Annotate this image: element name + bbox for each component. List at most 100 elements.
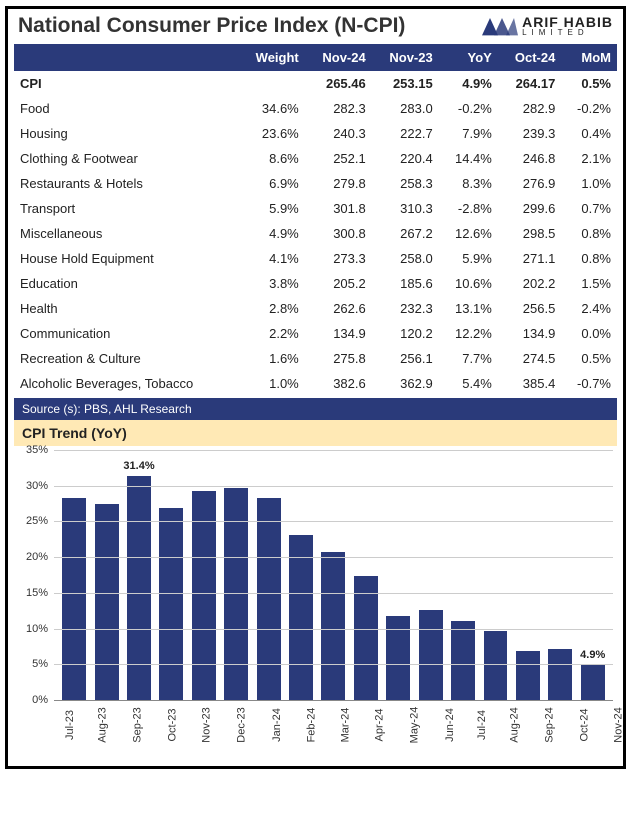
bar-slot bbox=[447, 621, 479, 700]
table-row: Housing23.6%240.3222.77.9%239.30.4% bbox=[14, 121, 617, 146]
table-cell: 0.0% bbox=[561, 321, 617, 346]
x-tick-label: May-24 bbox=[409, 707, 421, 744]
brand-logo-icon bbox=[478, 14, 518, 38]
table-cell: 34.6% bbox=[238, 96, 305, 121]
table-row: Food34.6%282.3283.0-0.2%282.9-0.2% bbox=[14, 96, 617, 121]
table-cell: 362.9 bbox=[372, 371, 439, 396]
table-cell: CPI bbox=[14, 71, 238, 96]
table-cell: Clothing & Footwear bbox=[14, 146, 238, 171]
table-cell: 23.6% bbox=[238, 121, 305, 146]
table-cell bbox=[238, 71, 305, 96]
y-tick-label: 35% bbox=[14, 444, 48, 456]
header-row: National Consumer Price Index (N-CPI) AR… bbox=[8, 9, 623, 44]
table-cell: House Hold Equipment bbox=[14, 246, 238, 271]
table-row: Health2.8%262.6232.313.1%256.52.4% bbox=[14, 296, 617, 321]
report-title: National Consumer Price Index (N-CPI) bbox=[18, 14, 405, 38]
x-tick-label: Feb-24 bbox=[305, 708, 317, 743]
cpi-table: WeightNov-24Nov-23YoYOct-24MoM CPI265.46… bbox=[14, 44, 617, 396]
table-cell: 185.6 bbox=[372, 271, 439, 296]
table-cell: 256.5 bbox=[498, 296, 561, 321]
chart-bar bbox=[484, 631, 508, 700]
col-header: Nov-23 bbox=[372, 44, 439, 71]
table-cell: 1.5% bbox=[561, 271, 617, 296]
table-cell: 0.8% bbox=[561, 246, 617, 271]
y-tick-label: 15% bbox=[14, 587, 48, 599]
table-cell: 258.0 bbox=[372, 246, 439, 271]
bar-slot: 4.9% bbox=[577, 665, 609, 700]
table-cell: 301.8 bbox=[305, 196, 372, 221]
table-cell: 275.8 bbox=[305, 346, 372, 371]
table-cell: 202.2 bbox=[498, 271, 561, 296]
bar-slot bbox=[285, 535, 317, 700]
table-cell: 0.5% bbox=[561, 346, 617, 371]
col-header: Weight bbox=[238, 44, 305, 71]
brand-text: ARIF HABIB LIMITED bbox=[522, 15, 613, 37]
table-cell: 283.0 bbox=[372, 96, 439, 121]
table-cell: Communication bbox=[14, 321, 238, 346]
table-cell: 134.9 bbox=[498, 321, 561, 346]
table-row: Transport5.9%301.8310.3-2.8%299.60.7% bbox=[14, 196, 617, 221]
table-cell: 240.3 bbox=[305, 121, 372, 146]
table-cell: 271.1 bbox=[498, 246, 561, 271]
table-cell: Education bbox=[14, 271, 238, 296]
grid-line bbox=[54, 486, 613, 487]
bar-slot bbox=[188, 491, 220, 700]
brand-sub: LIMITED bbox=[522, 29, 613, 37]
table-row: CPI265.46253.154.9%264.170.5% bbox=[14, 71, 617, 96]
x-tick-label: Jun-24 bbox=[444, 708, 456, 742]
col-header: Nov-24 bbox=[305, 44, 372, 71]
table-cell: 1.6% bbox=[238, 346, 305, 371]
chart-bar bbox=[95, 504, 119, 700]
table-cell: 282.9 bbox=[498, 96, 561, 121]
bar-slot bbox=[58, 498, 90, 700]
table-cell: 253.15 bbox=[372, 71, 439, 96]
table-container: WeightNov-24Nov-23YoYOct-24MoM CPI265.46… bbox=[8, 44, 623, 396]
chart-bar bbox=[289, 535, 313, 700]
table-row: Alcoholic Beverages, Tobacco1.0%382.6362… bbox=[14, 371, 617, 396]
table-cell: 0.4% bbox=[561, 121, 617, 146]
chart-title: CPI Trend (YoY) bbox=[14, 420, 617, 446]
table-cell: 262.6 bbox=[305, 296, 372, 321]
table-cell: 8.3% bbox=[439, 171, 498, 196]
bar-slot bbox=[155, 508, 187, 700]
chart-bar bbox=[419, 610, 443, 700]
chart-bar bbox=[451, 621, 475, 700]
cpi-chart: 0%5%10%15%20%25%30%35% 31.4%4.9% Jul-23A… bbox=[14, 450, 617, 760]
table-cell: 12.6% bbox=[439, 221, 498, 246]
x-tick-label: Oct-24 bbox=[578, 708, 590, 741]
chart-bar bbox=[62, 498, 86, 700]
bar-slot bbox=[90, 504, 122, 700]
grid-line bbox=[54, 557, 613, 558]
table-cell: -2.8% bbox=[439, 196, 498, 221]
chart-bar bbox=[548, 649, 572, 700]
table-cell: 0.8% bbox=[561, 221, 617, 246]
table-cell: 258.3 bbox=[372, 171, 439, 196]
table-cell: 220.4 bbox=[372, 146, 439, 171]
grid-line bbox=[54, 593, 613, 594]
table-cell: 265.46 bbox=[305, 71, 372, 96]
table-cell: 14.4% bbox=[439, 146, 498, 171]
table-cell: 2.2% bbox=[238, 321, 305, 346]
table-cell: -0.2% bbox=[561, 96, 617, 121]
table-cell: Alcoholic Beverages, Tobacco bbox=[14, 371, 238, 396]
grid-line bbox=[54, 521, 613, 522]
table-cell: 256.1 bbox=[372, 346, 439, 371]
report-frame: National Consumer Price Index (N-CPI) AR… bbox=[5, 6, 626, 769]
brand-name: ARIF HABIB bbox=[522, 15, 613, 29]
table-cell: 7.7% bbox=[439, 346, 498, 371]
x-tick-label: Aug-24 bbox=[508, 707, 520, 742]
table-row: Clothing & Footwear8.6%252.1220.414.4%24… bbox=[14, 146, 617, 171]
bar-slot bbox=[512, 651, 544, 700]
table-cell: 4.1% bbox=[238, 246, 305, 271]
source-bar: Source (s): PBS, AHL Research bbox=[14, 398, 617, 420]
y-axis: 0%5%10%15%20%25%30%35% bbox=[14, 450, 52, 700]
table-cell: 276.9 bbox=[498, 171, 561, 196]
x-tick-label: Jul-24 bbox=[476, 710, 488, 740]
chart-bar bbox=[354, 576, 378, 700]
col-header: Oct-24 bbox=[498, 44, 561, 71]
table-cell: Recreation & Culture bbox=[14, 346, 238, 371]
bar-slot bbox=[544, 649, 576, 700]
table-cell: 282.3 bbox=[305, 96, 372, 121]
table-cell: 246.8 bbox=[498, 146, 561, 171]
table-cell: 6.9% bbox=[238, 171, 305, 196]
